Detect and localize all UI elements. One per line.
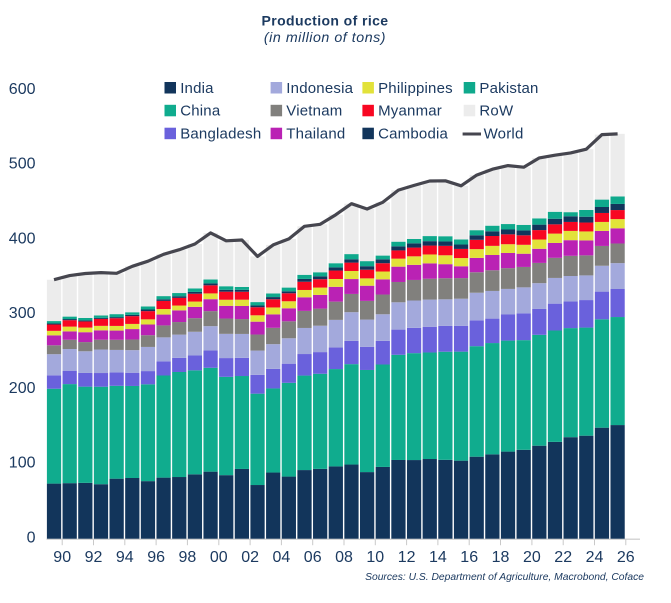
svg-text:300: 300 xyxy=(9,305,36,322)
svg-text:04: 04 xyxy=(273,549,291,566)
svg-text:98: 98 xyxy=(179,549,197,566)
svg-text:Production of rice: Production of rice xyxy=(262,13,389,29)
svg-text:100: 100 xyxy=(9,455,36,472)
svg-text:600: 600 xyxy=(9,81,36,98)
svg-text:World: World xyxy=(484,126,524,143)
svg-text:Cambodia: Cambodia xyxy=(378,126,448,143)
svg-text:20: 20 xyxy=(523,549,541,566)
svg-text:Thailand: Thailand xyxy=(286,126,345,143)
svg-text:16: 16 xyxy=(460,549,478,566)
svg-text:China: China xyxy=(180,103,221,120)
svg-text:Philippines: Philippines xyxy=(378,80,453,97)
svg-text:0: 0 xyxy=(27,529,36,546)
svg-text:92: 92 xyxy=(85,549,103,566)
svg-text:Sources: U.S. Department of Ag: Sources: U.S. Department of Agriculture,… xyxy=(365,572,644,583)
svg-text:Bangladesh: Bangladesh xyxy=(180,126,261,143)
svg-text:24: 24 xyxy=(586,549,604,566)
svg-text:96: 96 xyxy=(147,549,165,566)
svg-text:Pakistan: Pakistan xyxy=(479,80,538,97)
svg-text:400: 400 xyxy=(9,230,36,247)
svg-text:26: 26 xyxy=(617,549,635,566)
svg-text:200: 200 xyxy=(9,380,36,397)
svg-text:02: 02 xyxy=(241,549,259,566)
svg-text:10: 10 xyxy=(366,549,384,566)
svg-text:Vietnam: Vietnam xyxy=(286,103,342,120)
svg-text:22: 22 xyxy=(554,549,572,566)
svg-text:12: 12 xyxy=(398,549,416,566)
svg-text:(in million of tons): (in million of tons) xyxy=(264,30,386,46)
svg-text:94: 94 xyxy=(116,549,134,566)
svg-text:Indonesia: Indonesia xyxy=(286,80,353,97)
svg-text:500: 500 xyxy=(9,156,36,173)
svg-text:14: 14 xyxy=(429,549,447,566)
svg-text:08: 08 xyxy=(335,549,353,566)
svg-text:90: 90 xyxy=(53,549,71,566)
svg-text:RoW: RoW xyxy=(479,103,514,120)
svg-text:00: 00 xyxy=(210,549,228,566)
svg-text:06: 06 xyxy=(304,549,322,566)
svg-text:Myanmar: Myanmar xyxy=(378,103,442,120)
svg-text:India: India xyxy=(180,80,214,97)
svg-text:18: 18 xyxy=(492,549,510,566)
